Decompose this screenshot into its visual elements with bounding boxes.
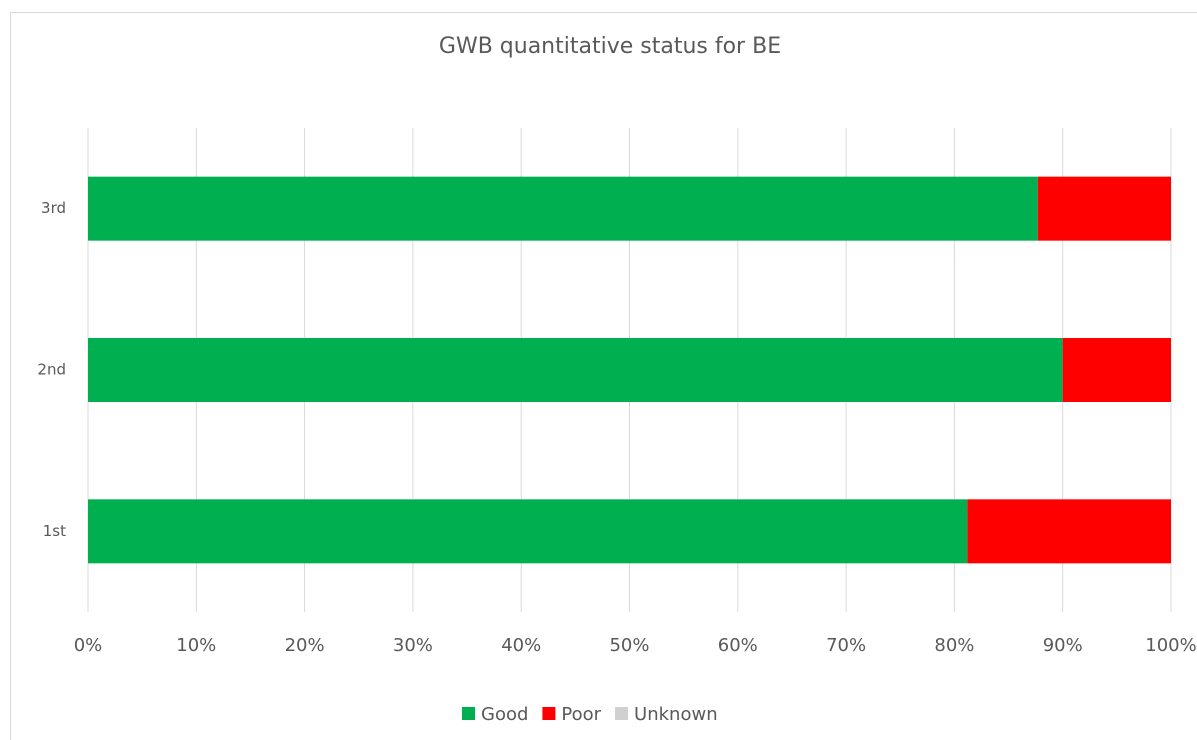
bar-segment	[1062, 338, 1171, 402]
bar-segment	[88, 338, 1063, 402]
legend-swatch	[615, 707, 629, 720]
legend-swatch	[542, 707, 556, 720]
x-tick-label: 10%	[176, 635, 216, 656]
y-tick-label: 3rd	[41, 199, 66, 217]
x-tick-label: 100%	[1145, 635, 1196, 656]
legend-swatch	[462, 707, 475, 720]
bar-segment	[88, 499, 968, 564]
bar-segment	[88, 176, 1038, 241]
y-tick-label: 2nd	[37, 361, 66, 379]
bar-segment	[967, 499, 1171, 564]
x-tick-label: 80%	[934, 635, 974, 656]
chart-title: GWB quantitative status for BE	[439, 34, 781, 59]
x-tick-label: 50%	[609, 635, 649, 656]
x-tick-label: 60%	[718, 635, 758, 656]
x-tick-label: 90%	[1043, 635, 1083, 656]
x-tick-label: 30%	[393, 635, 433, 656]
legend-label: Good	[481, 704, 528, 725]
legend-label: Poor	[561, 704, 601, 725]
x-tick-label: 70%	[826, 635, 866, 656]
x-tick-label: 40%	[501, 635, 541, 656]
bar-segment	[1037, 176, 1171, 241]
legend-label: Unknown	[634, 704, 718, 725]
x-tick-label: 20%	[285, 635, 325, 656]
x-tick-label: 0%	[74, 635, 103, 656]
y-tick-label: 1st	[43, 522, 66, 540]
